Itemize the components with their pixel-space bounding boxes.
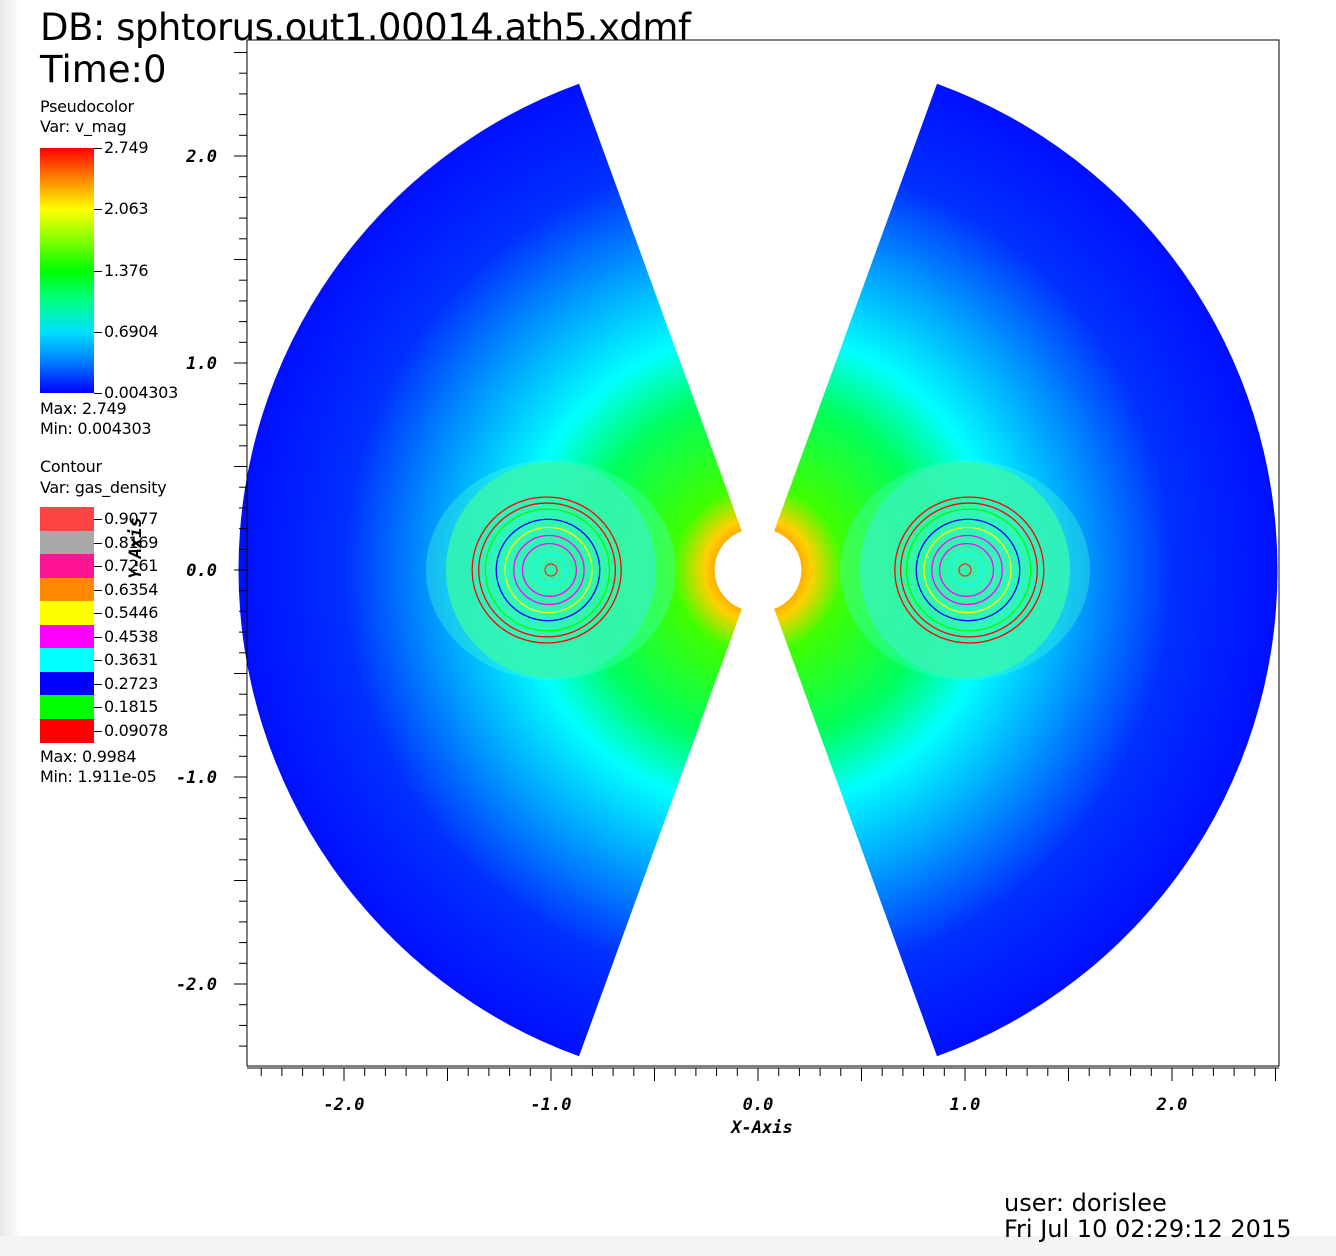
contour-swatch-tick: [94, 613, 102, 614]
bottom-band: [0, 1236, 1336, 1256]
colorbar-tick: [94, 393, 102, 394]
footer-date: Fri Jul 10 02:29:12 2015: [1004, 1215, 1292, 1243]
contour-ring: [905, 508, 1032, 632]
contour-center: [544, 563, 558, 577]
contour-swatch-tick: [94, 542, 102, 544]
colorbar-tick: [94, 148, 102, 149]
contour-layer: [471, 496, 1045, 644]
contour-max: Max: 0.9984: [40, 747, 137, 766]
contour-ring: [484, 508, 611, 632]
torus-halo-right: [840, 460, 1090, 680]
contour-swatch: [40, 554, 94, 578]
contour-swatch: [40, 718, 94, 743]
contour-min: Min: 1.911e-05: [40, 767, 157, 786]
contour-swatch: [40, 671, 94, 696]
x-tick-label: 0.0: [743, 1095, 774, 1115]
colorbar-tick-label: 1.376: [104, 260, 149, 280]
contour-ring: [513, 534, 585, 606]
contour-level-label: 0.7261: [104, 556, 159, 575]
contour-swatch: [40, 601, 94, 625]
contour-swatch: [40, 530, 94, 555]
contour-swatch-tick: [94, 566, 102, 567]
y-tick-label: 1.0: [186, 354, 217, 374]
contour-ring: [504, 526, 593, 614]
contour-swatch: [40, 577, 94, 602]
y-tick-label: 2.0: [185, 147, 217, 167]
x-axis-ticks: -2.0 -1.0 0.0 1.0 2.0: [247, 1067, 1279, 1115]
contour-swatch-tick: [94, 660, 102, 661]
time-title: Time:0: [40, 48, 167, 91]
y-tick-label: -2.0: [176, 975, 217, 995]
contour-swatch-tick: [94, 730, 102, 732]
pseudocolor-max: Max: 2.749: [40, 399, 127, 418]
field-layer: [238, 83, 1278, 1057]
contour-swatch: [40, 648, 94, 672]
contour-swatch-tick: [94, 589, 102, 591]
contour-swatch-tick: [94, 636, 102, 638]
pseudocolor-legend-title: Pseudocolor: [40, 97, 134, 116]
contour-legend-title: Contour: [40, 457, 102, 476]
torus-halo-left: [426, 460, 676, 680]
contour-ring: [923, 526, 1012, 614]
x-tick-label: -2.0: [324, 1095, 365, 1115]
contour-level-label: 0.1815: [104, 697, 159, 716]
colorbar-tick: [94, 209, 102, 211]
contour-swatch: [40, 507, 94, 531]
y-axis-ticks: 2.0 1.0 0.0 -1.0 -2.0: [176, 40, 248, 1066]
colorbar-tick-label: 2.063: [104, 199, 149, 219]
colorbar-tick-label: 2.749: [104, 138, 149, 157]
contour-ring: [939, 542, 995, 598]
contour-swatch: [40, 695, 94, 719]
contour-level-label: 0.3631: [104, 650, 159, 669]
pseudocolor-colorbar: [40, 148, 94, 393]
colorbar-tick-label: 0.004303: [104, 383, 178, 402]
contour-ring: [478, 502, 616, 638]
contour-ring: [915, 518, 1021, 622]
y-tick-label: -1.0: [176, 768, 217, 788]
footer-user: user: dorislee: [1004, 1189, 1167, 1217]
contour-ring: [471, 496, 622, 644]
x-tick-label: 1.0: [950, 1095, 981, 1115]
contour-swatch-tick: [94, 683, 102, 685]
contour-legend-var: Var: gas_density: [40, 478, 167, 497]
database-title: DB: sphtorus.out1.00014.ath5.xdmf: [40, 6, 691, 49]
pseudocolor-min: Min: 0.004303: [40, 419, 152, 438]
contour-ring: [894, 496, 1045, 644]
colorbar-tick: [94, 270, 102, 272]
contour-ring: [900, 502, 1038, 638]
y-tick-label: 0.0: [186, 561, 217, 581]
y-axis-label: Y-Axis: [126, 517, 146, 578]
contour-level-label: 0.4538: [104, 626, 159, 646]
contour-ring: [532, 553, 568, 587]
contour-center: [958, 563, 972, 577]
contour-level-label: 0.8169: [104, 532, 159, 552]
contour-level-label: 0.5446: [104, 603, 159, 622]
x-tick-label: -1.0: [531, 1095, 572, 1115]
contour-level-label: 0.9077: [104, 509, 159, 528]
colorbar-tick: [94, 331, 102, 333]
contour-level-label: 0.09078: [104, 720, 169, 740]
contour-swatch: [40, 624, 94, 649]
contour-swatch-tick: [94, 707, 102, 708]
contour-swatch-tick: [94, 519, 102, 520]
left-edge-shadow: [0, 0, 22, 1256]
torus-core-right: [860, 462, 1070, 678]
torus-core-left: [446, 462, 656, 678]
x-tick-label: 2.0: [1156, 1095, 1188, 1115]
contour-level-label: 0.2723: [104, 673, 159, 693]
x-axis-label: X-Axis: [729, 1118, 792, 1138]
contour-ring: [521, 542, 578, 598]
contour-level-label: 0.6354: [104, 579, 159, 599]
contour-ring: [495, 518, 601, 622]
pseudocolor-legend-var: Var: v_mag: [40, 117, 127, 136]
contour-ring: [948, 553, 984, 587]
colorbar-tick-label: 0.6904: [104, 321, 159, 341]
torus-layer: [426, 460, 1090, 680]
contour-ring: [931, 534, 1003, 606]
